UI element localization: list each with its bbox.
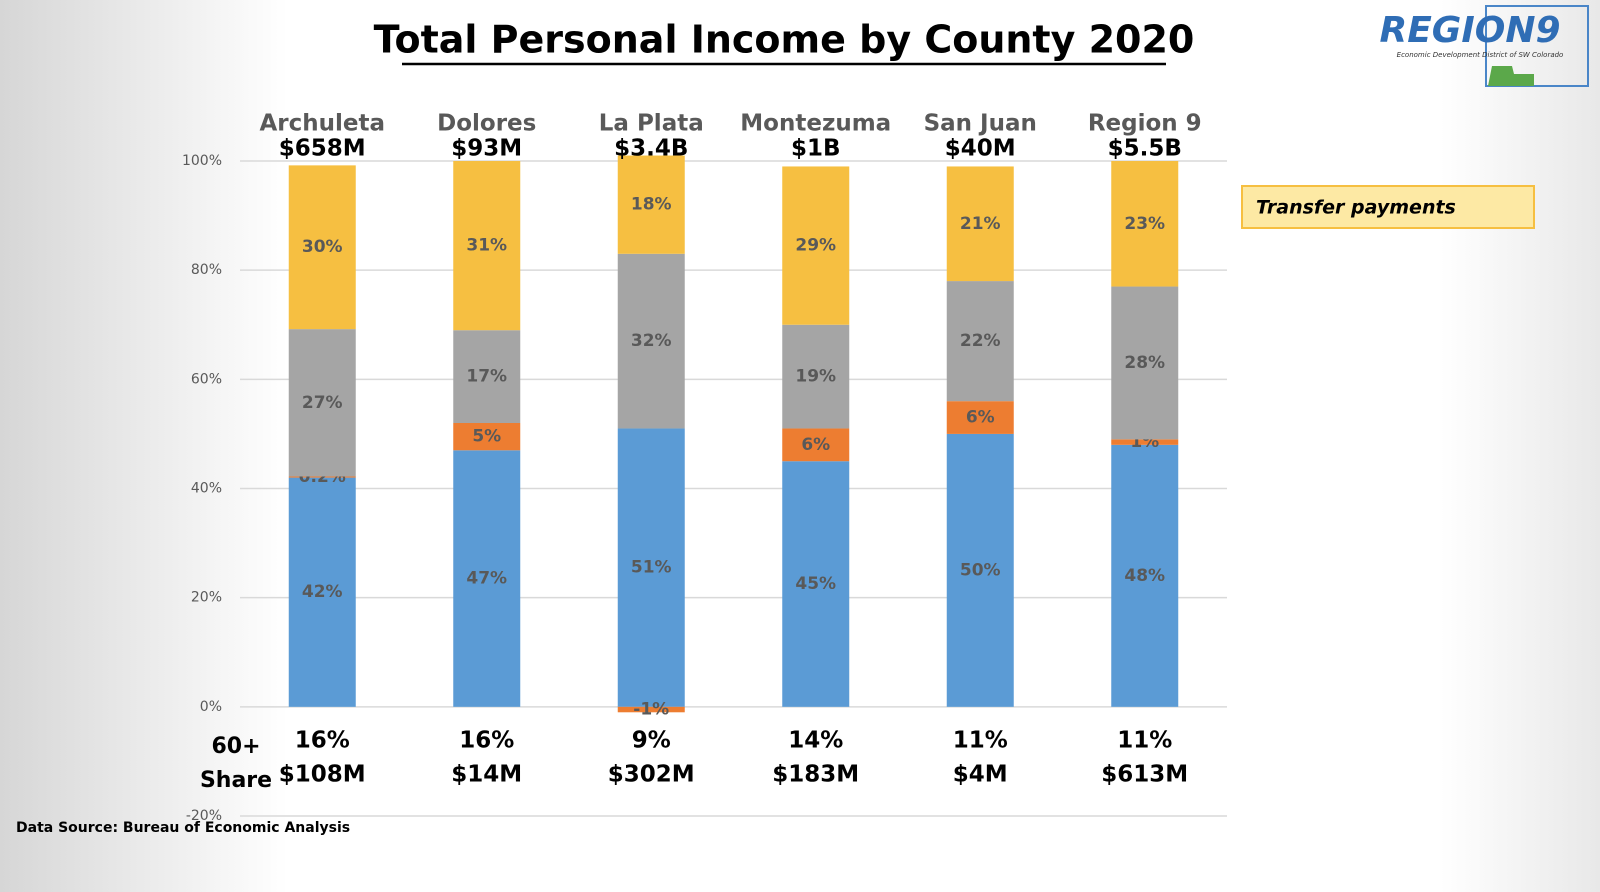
value-label: 6%: [966, 408, 995, 428]
value-label: 47%: [466, 569, 507, 589]
share-label: Share: [200, 768, 272, 793]
bar-segment: [453, 330, 521, 423]
share-amount: $613M: [1101, 762, 1188, 788]
bar-segment: [782, 428, 850, 462]
value-label: 22%: [960, 331, 1001, 351]
bar-segment: [453, 423, 521, 451]
bar-segment: [946, 433, 1014, 707]
bar-segment: [288, 476, 356, 478]
legend-box: [1241, 185, 1535, 229]
share: 16%: [459, 728, 514, 754]
value-label: 23%: [1124, 214, 1165, 234]
value-label: 48%: [1124, 566, 1165, 586]
chart-title: Total Personal Income by County 2020: [374, 18, 1195, 62]
share-amount: $183M: [772, 762, 859, 788]
y-tick-label: -20%: [186, 808, 222, 824]
value-label: 21%: [960, 214, 1001, 234]
share: 14%: [788, 728, 843, 754]
category-label: Archuleta: [259, 111, 385, 137]
logo-icon: [1488, 66, 1534, 86]
category-label: Montezuma: [740, 111, 891, 137]
value-label: 19%: [795, 367, 836, 387]
share: 11%: [953, 728, 1008, 754]
y-tick-label: 80%: [191, 262, 222, 278]
share: 11%: [1117, 728, 1172, 754]
bar-segment: [288, 329, 356, 477]
source-note: Data Source: Bureau of Economic Analysis: [16, 820, 350, 836]
share-amount: $14M: [451, 762, 522, 788]
share-amount: $108M: [279, 762, 366, 788]
value-label: 18%: [631, 195, 672, 215]
value-label: 6%: [801, 435, 830, 455]
value-label: 30%: [302, 237, 343, 257]
bar-segment: [782, 461, 850, 707]
logo-name: REGION9: [1379, 10, 1560, 51]
bar-segment: [1111, 439, 1179, 445]
share-amount: $302M: [608, 762, 695, 788]
y-tick-label: 20%: [191, 590, 222, 606]
bar-segment: [1111, 161, 1179, 287]
y-tick-label: 0%: [200, 699, 222, 715]
value-label: 28%: [1124, 353, 1165, 373]
logo-tagline: Economic Development District of SW Colo…: [1397, 51, 1564, 59]
value-label: 45%: [795, 574, 836, 594]
value-label: 27%: [302, 393, 343, 413]
value-label: 51%: [631, 558, 672, 578]
value-label: 42%: [302, 582, 343, 602]
category-total: $3.4B: [614, 136, 688, 162]
share: 16%: [295, 728, 350, 754]
value-label: -1%: [633, 700, 669, 720]
category-total: $5.5B: [1108, 136, 1182, 162]
value-label: 50%: [960, 560, 1001, 580]
bar-segment: [1111, 444, 1179, 707]
bar-segment: [946, 401, 1014, 434]
bar-segment: [946, 281, 1014, 402]
value-label: 5%: [472, 427, 501, 447]
y-tick-label: 100%: [182, 153, 222, 169]
bar-segment: [617, 253, 685, 429]
category-total: $1B: [791, 136, 841, 162]
value-label: 32%: [631, 331, 672, 351]
category-label: La Plata: [599, 111, 704, 137]
bar-segment: [453, 161, 521, 331]
category-total: $658M: [279, 136, 366, 162]
value-label: 31%: [466, 236, 507, 256]
category-label: San Juan: [924, 111, 1037, 137]
bar-segment: [782, 166, 850, 325]
bar-segment: [617, 706, 685, 713]
share-amount: $4M: [953, 762, 1008, 788]
category-label: Dolores: [437, 111, 536, 137]
bar-segment: [946, 166, 1014, 282]
value-label: 29%: [795, 236, 836, 256]
legend-label: Transfer payments: [1256, 197, 1456, 219]
bar-segment: [288, 477, 356, 707]
bar-segment: [453, 450, 521, 707]
share-label: 60+: [211, 734, 260, 759]
value-label: 17%: [466, 367, 507, 387]
category-label: Region 9: [1088, 111, 1202, 137]
y-tick-label: 60%: [191, 371, 222, 387]
bar-segment: [617, 428, 685, 707]
bar-segment: [617, 155, 685, 254]
logo-frame: [1485, 5, 1589, 87]
bar-segment: [1111, 286, 1179, 440]
share: 9%: [632, 728, 671, 754]
category-total: $40M: [945, 136, 1016, 162]
category-total: $93M: [451, 136, 522, 162]
y-tick-label: 40%: [191, 481, 222, 497]
bar-segment: [288, 165, 356, 330]
bar-segment: [782, 324, 850, 429]
